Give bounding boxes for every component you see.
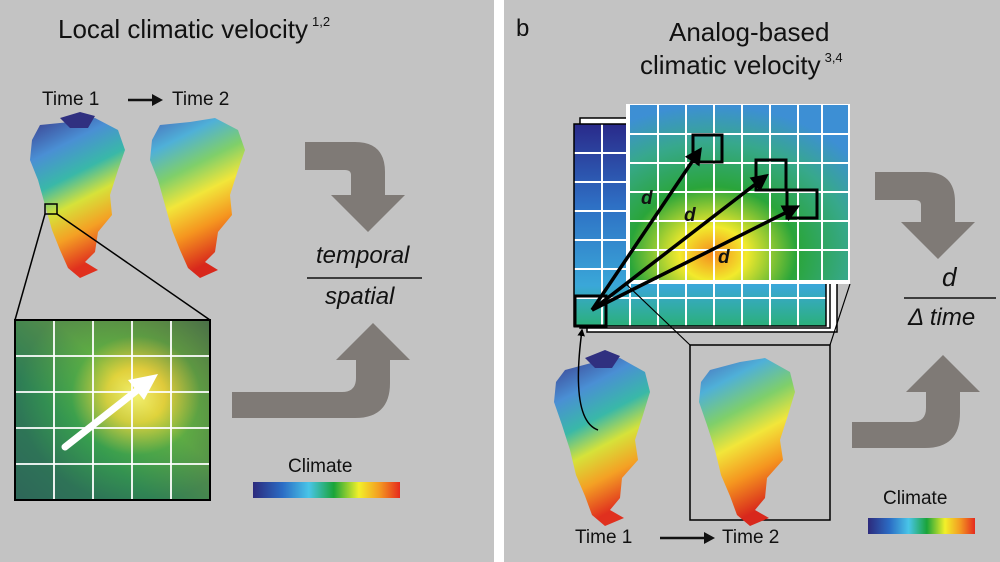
panel-a-time2-label: Time 2 (172, 89, 230, 110)
north-america-map-icon (554, 350, 650, 526)
north-america-map-icon (150, 118, 245, 278)
curved-flow-arrow-icon (232, 323, 410, 418)
distance-label: d (684, 205, 696, 226)
climate-gradient-legend (253, 482, 400, 498)
zoom-grid (14, 319, 211, 501)
panel-b-title-line2: climatic velocity 3,4 (640, 50, 843, 81)
panel-a-denominator: spatial (325, 283, 395, 310)
zoom-line (829, 283, 851, 346)
climate-gradient-legend (868, 518, 975, 534)
panel-b-title-line1: Analog-based (669, 17, 830, 47)
panel-a-title-sup: 1,2 (311, 14, 331, 29)
panel-b-letter: b (516, 15, 530, 42)
distance-label: d (641, 188, 653, 209)
panel-b-legend-label: Climate (883, 488, 948, 509)
panel-a-time1-label: Time 1 (42, 89, 100, 110)
panel-b-time2-label: Time 2 (722, 527, 780, 548)
zoom-line (625, 283, 691, 346)
north-america-map-icon (30, 112, 125, 278)
time2-climate-grid (626, 104, 850, 284)
distance-arrow-icon (590, 147, 801, 312)
time-arrow-icon (660, 532, 715, 544)
curved-flow-arrow-icon (875, 172, 975, 259)
time-arrow-icon (128, 94, 163, 106)
zoom-line (56, 213, 211, 321)
zoom-line (14, 213, 46, 321)
distance-label: d (718, 247, 730, 268)
panel-b-denominator: Δ time (908, 304, 976, 331)
panel-a-title-text: Local climatic velocity (58, 14, 308, 44)
curved-flow-arrow-icon (852, 355, 980, 448)
gradient-arrow-icon (61, 374, 158, 451)
panel-b-time1-label: Time 1 (575, 527, 633, 548)
panel-b-title-sup: 3,4 (824, 50, 843, 65)
sample-cell-marker (44, 203, 58, 215)
panel-a-numerator: temporal (316, 242, 410, 269)
panel-b-title-line2-text: climatic velocity (640, 50, 821, 80)
panel-b-numerator: d (942, 262, 957, 292)
panel-a-title: Local climatic velocity 1,2 (58, 14, 330, 45)
north-america-map-icon (699, 358, 795, 526)
panel-a-legend-label: Climate (288, 456, 353, 477)
curved-flow-arrow-icon (305, 142, 405, 232)
analog-cell (785, 188, 819, 220)
focal-cell (573, 294, 608, 328)
link-arrow-icon (577, 328, 599, 431)
